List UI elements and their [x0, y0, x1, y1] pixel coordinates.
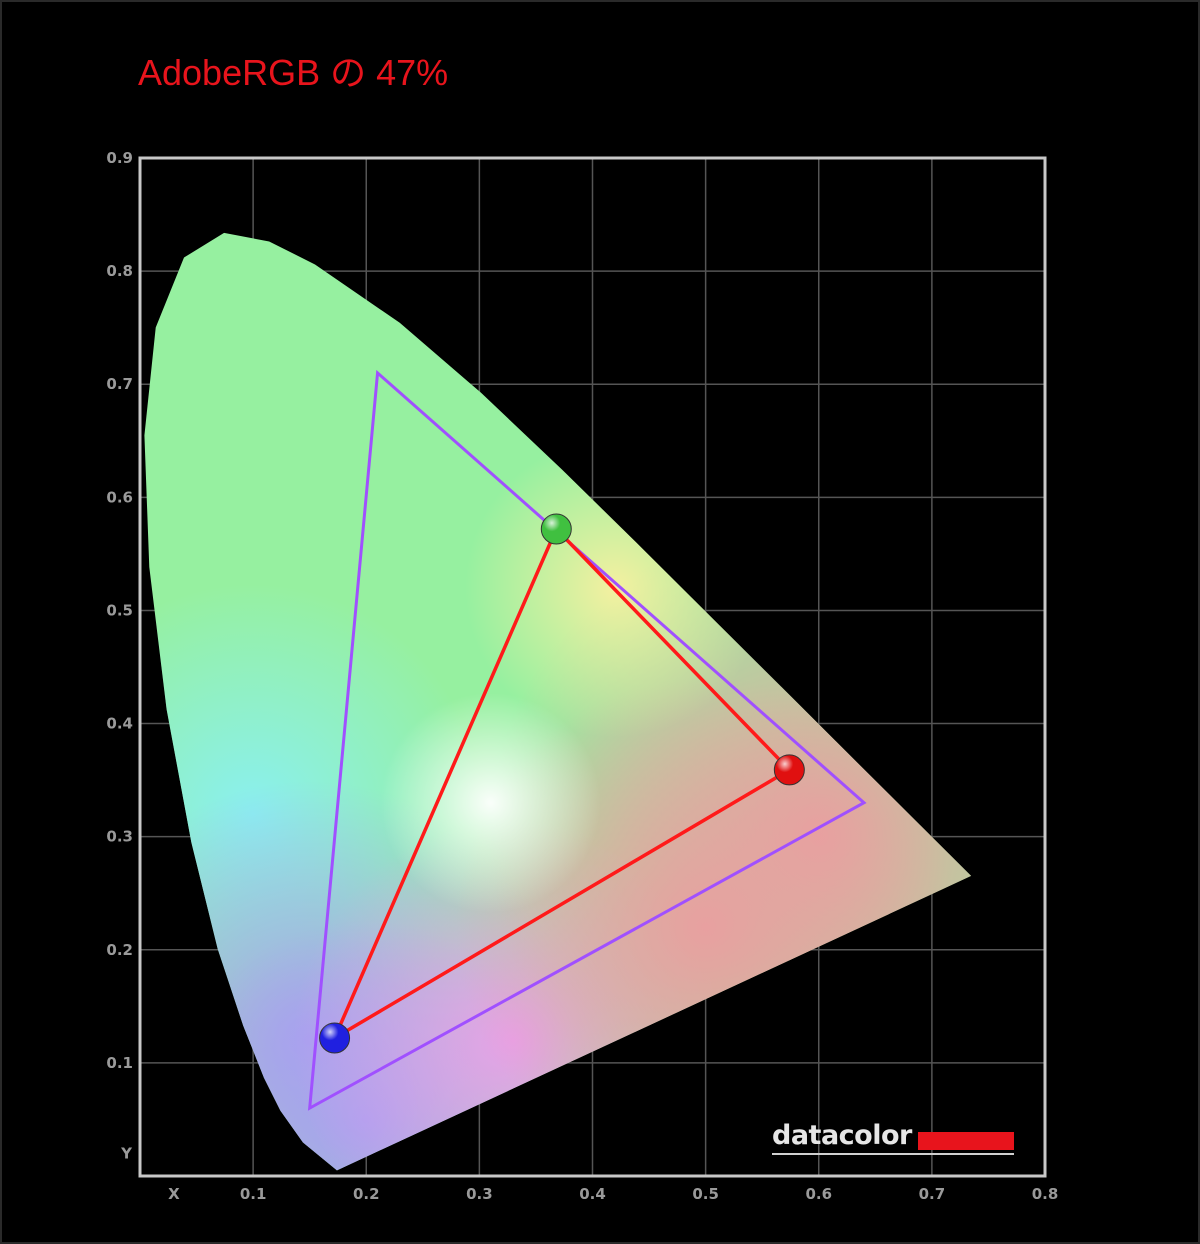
y-tick-label: 0.1	[106, 1054, 133, 1072]
y-tick-label: 0.5	[106, 601, 133, 619]
x-axis-label: X	[168, 1185, 180, 1203]
y-tick-label: 0.9	[106, 149, 133, 167]
green-primary-point-highlight	[541, 514, 572, 545]
x-tick-label: 0.4	[579, 1185, 606, 1203]
y-tick-label: 0.4	[106, 715, 133, 733]
y-tick-label: 0.2	[106, 941, 133, 959]
y-tick-label: 0.3	[106, 828, 133, 846]
y-tick-label: 0.6	[106, 488, 133, 506]
x-tick-label: 0.2	[353, 1185, 380, 1203]
y-axis-label: Y	[120, 1144, 133, 1162]
reference-gamut-triangle	[307, 369, 867, 1111]
logo-underline	[772, 1153, 1014, 1155]
y-tick-label: 0.7	[106, 375, 133, 393]
logo-bar	[918, 1132, 1014, 1150]
x-tick-label: 0.3	[466, 1185, 493, 1203]
x-tick-label: 0.1	[240, 1185, 267, 1203]
x-tick-label: 0.6	[805, 1185, 832, 1203]
measured-gamut-triangle	[330, 525, 793, 1043]
y-tick-label: 0.8	[106, 262, 133, 280]
x-tick-label: 0.5	[692, 1185, 719, 1203]
datacolor-logo: datacolor	[772, 1120, 1014, 1156]
x-tick-label: 0.7	[919, 1185, 946, 1203]
blue-primary-point-highlight	[319, 1023, 350, 1054]
logo-text: datacolor	[772, 1120, 912, 1151]
x-tick-label: 0.8	[1032, 1185, 1059, 1203]
red-primary-point-highlight	[774, 754, 805, 785]
plot-border	[138, 156, 1047, 1178]
chart-title: AdobeRGB の 47%	[138, 52, 449, 93]
